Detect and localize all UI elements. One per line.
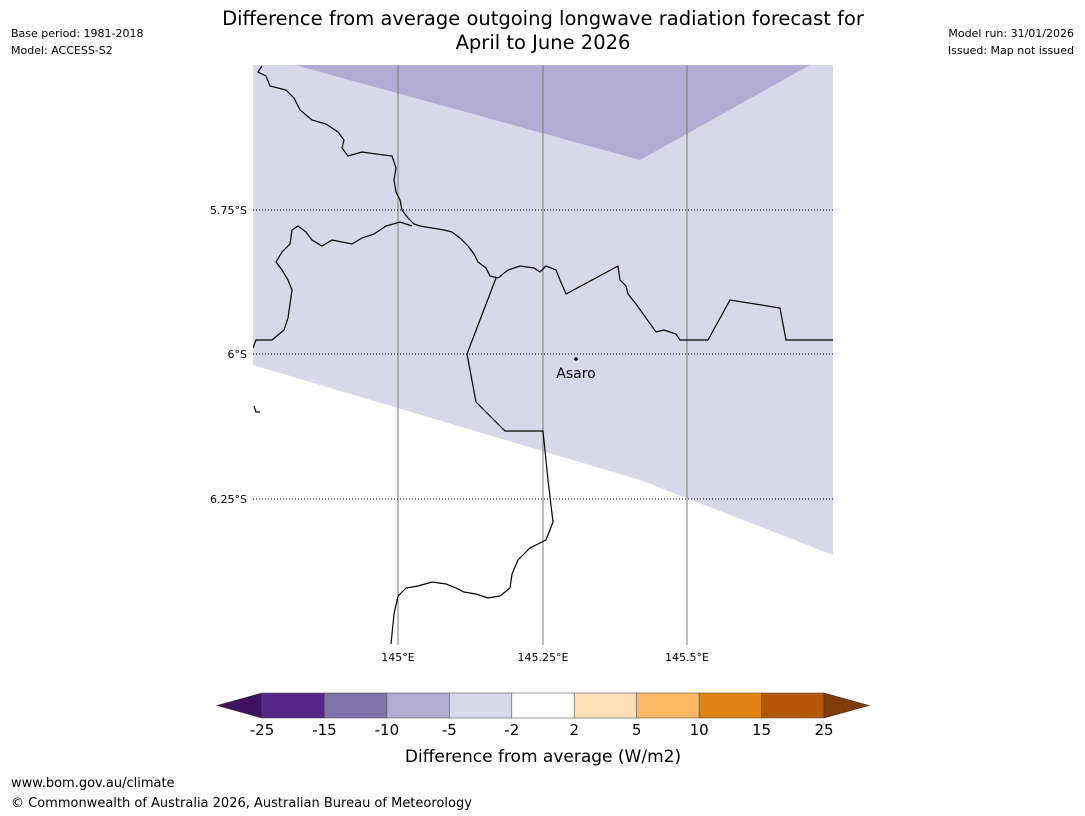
colorbar-segment	[511, 692, 575, 719]
colorbar-arrow-high	[823, 692, 871, 719]
colorbar-segment	[386, 692, 450, 719]
lat-label-5-75: 5.75°S	[210, 204, 247, 217]
footer-url: www.bom.gov.au/climate	[11, 776, 175, 791]
lat-label-6-25: 6.25°S	[210, 493, 247, 506]
colorbar-segment	[449, 692, 513, 719]
colorbar-tick-label: -15	[312, 721, 337, 739]
colorbar-tick-label: 25	[814, 721, 833, 739]
colorbar-tick-label: 5	[632, 721, 642, 739]
title-line-2: April to June 2026	[455, 31, 631, 54]
page-title: Difference from average outgoing longwav…	[200, 7, 886, 55]
model-name: Model: ACCESS-S2	[11, 44, 113, 57]
anomaly-band-dark	[295, 65, 810, 160]
model-run: Model run: 31/01/2026	[948, 27, 1074, 40]
meta-left: Base period: 1981-2018 Model: ACCESS-S2	[11, 25, 143, 59]
colorbar-segment	[573, 692, 637, 719]
asaro-marker	[574, 357, 578, 361]
meta-right: Model run: 31/01/2026 Issued: Map not is…	[948, 25, 1074, 59]
footer-copyright: © Commonwealth of Australia 2026, Austra…	[11, 796, 472, 811]
colorbar-segment	[261, 692, 325, 719]
colorbar-arrow-low	[215, 692, 263, 719]
colorbar-segment	[324, 692, 388, 719]
colorbar-segment	[698, 692, 762, 719]
colorbar-segment	[761, 692, 825, 719]
colorbar-tick-label: 15	[752, 721, 771, 739]
province-border-north	[253, 221, 413, 349]
colorbar: -25 -15 -10 -5 -2 2 5 10 15 25	[215, 692, 871, 739]
coast-fragment	[253, 405, 260, 413]
province-border-west	[257, 65, 833, 341]
colorbar-label: Difference from average (W/m2)	[405, 747, 681, 767]
colorbar-tick-label: -25	[250, 721, 275, 739]
title-line-1: Difference from average outgoing longwav…	[222, 7, 864, 30]
lat-label-6: 6°S	[228, 348, 247, 361]
lon-label-145-25: 145.25°E	[518, 651, 569, 664]
colorbar-tick-label: 10	[690, 721, 709, 739]
base-period: Base period: 1981-2018	[11, 27, 144, 40]
asaro-label: Asaro	[556, 366, 595, 382]
colorbar-segment	[636, 692, 700, 719]
province-border-south	[390, 277, 554, 645]
colorbar-tick-label: -5	[442, 721, 457, 739]
map-area: Asaro	[253, 65, 833, 645]
colorbar-tick-label: -2	[504, 721, 519, 739]
issued-date: Issued: Map not issued	[947, 44, 1074, 57]
lon-label-145: 145°E	[381, 651, 414, 664]
colorbar-tick-label: -10	[375, 721, 400, 739]
colorbar-tick-label: 2	[569, 721, 579, 739]
lon-label-145-5: 145.5°E	[665, 651, 709, 664]
